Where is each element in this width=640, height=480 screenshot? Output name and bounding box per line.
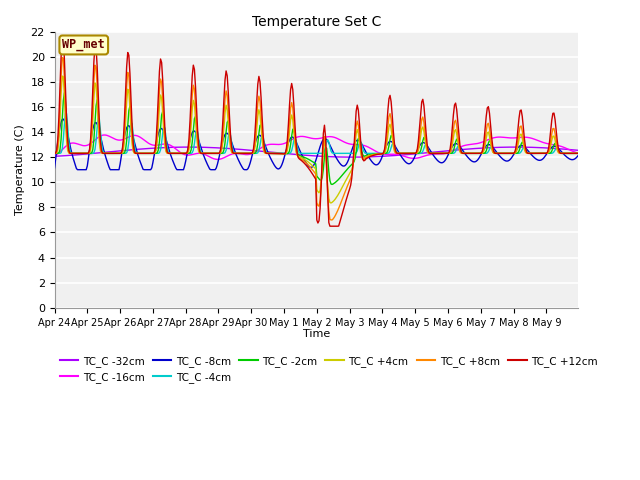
Text: WP_met: WP_met bbox=[62, 38, 105, 51]
Legend: TC_C -32cm, TC_C -16cm, TC_C -8cm, TC_C -4cm, TC_C -2cm, TC_C +4cm, TC_C +8cm, T: TC_C -32cm, TC_C -16cm, TC_C -8cm, TC_C … bbox=[60, 356, 598, 384]
X-axis label: Time: Time bbox=[303, 329, 330, 339]
Y-axis label: Temperature (C): Temperature (C) bbox=[15, 124, 25, 215]
Title: Temperature Set C: Temperature Set C bbox=[252, 15, 381, 29]
